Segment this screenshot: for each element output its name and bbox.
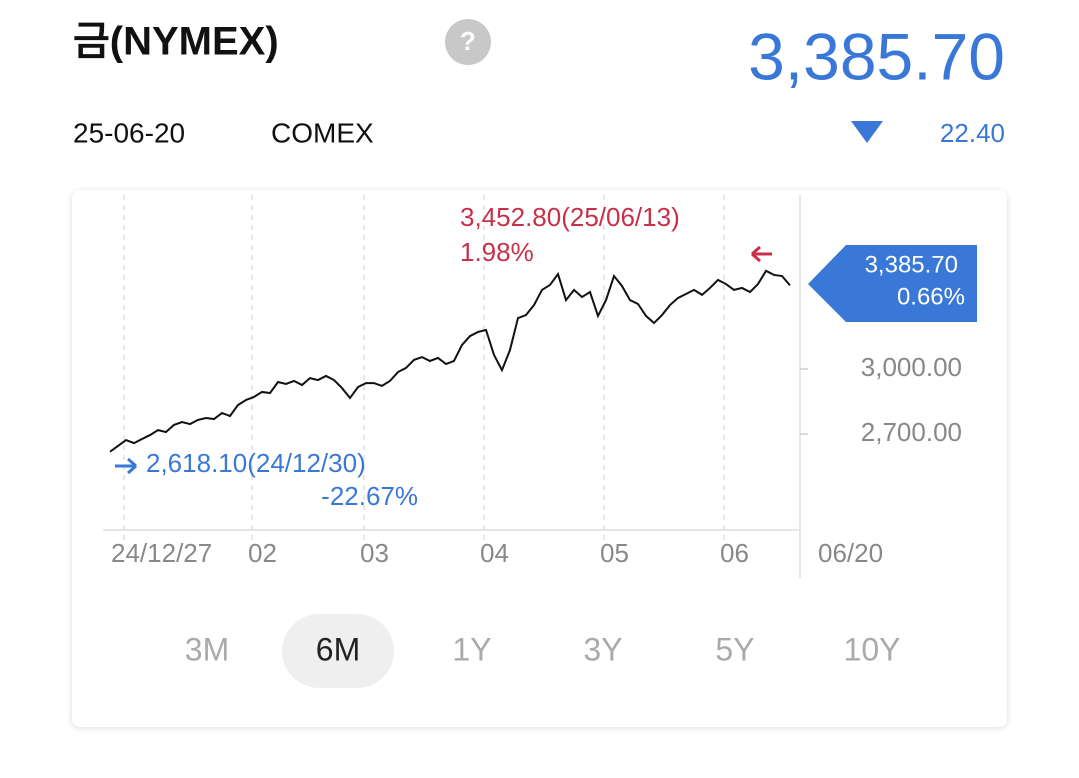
x-tick-label: 06/20 [818,538,883,568]
tabs: 3M 6M 1Y 3Y 5Y 10Y [185,614,901,688]
low-arrow [115,457,137,475]
change: 22.40 [940,118,1005,148]
exchange: COMEX [271,117,374,148]
high-label: 3,452.80(25/06/13) [460,202,680,232]
last-label: 3,385.70 [865,251,958,278]
tab[interactable]: 5Y [715,631,754,667]
low-change: -22.67% [321,481,418,511]
x-tick-label: 24/12/27 [111,538,212,568]
down-arrow [851,121,883,143]
card [72,190,1007,727]
tab-selected-bg[interactable] [282,614,394,688]
price: 3,385.70 [748,19,1005,93]
price-line [109,269,791,453]
y-tick-label: 3,000.00 [861,352,962,382]
chart: 24/12/27 02 03 04 05 06 06/20 3,000.00 2,700.00 3… [103,195,977,578]
low-label: 2,618.10(24/12/30) [146,448,366,478]
y-tick-label: 2,700.00 [861,417,962,447]
x-tick-label: 02 [248,538,277,568]
help-icon[interactable] [445,19,491,65]
x-tick-label: 05 [600,538,629,568]
tab[interactable]: 3M [185,631,229,667]
x-tick-label: 04 [480,538,509,568]
last-change: 0.66% [897,283,965,310]
tab[interactable]: 10Y [844,631,901,667]
tab[interactable]: 6M [316,631,360,667]
last-tag [808,245,977,322]
tab[interactable]: 3Y [583,631,622,667]
x-tick-label: 03 [360,538,389,568]
x-tick-label: 06 [720,538,749,568]
high-change: 1.98% [460,237,534,267]
high-arrow [751,245,772,263]
tab[interactable]: 1Y [452,631,491,667]
date: 25-06-20 [73,117,185,148]
title: 금(NYMEX) [73,20,279,64]
help-mark: ? [460,26,476,56]
